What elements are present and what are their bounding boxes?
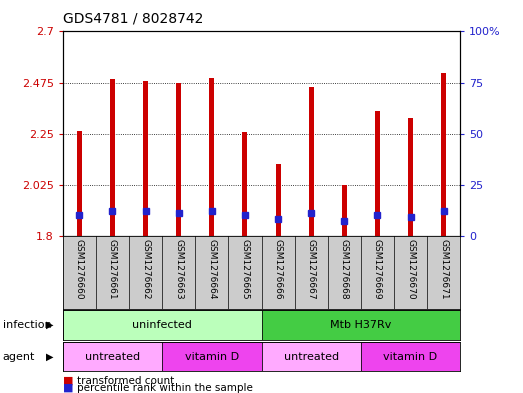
Text: GSM1276665: GSM1276665: [241, 239, 249, 300]
Text: GSM1276670: GSM1276670: [406, 239, 415, 300]
Text: GSM1276660: GSM1276660: [75, 239, 84, 300]
Text: GSM1276662: GSM1276662: [141, 239, 150, 300]
Bar: [441, 73, 446, 236]
Bar: [361, 342, 460, 371]
Text: transformed count: transformed count: [77, 376, 175, 386]
Text: untreated: untreated: [283, 352, 339, 362]
Bar: [309, 87, 314, 236]
Text: untreated: untreated: [85, 352, 140, 362]
Bar: [143, 81, 148, 236]
Text: GDS4781 / 8028742: GDS4781 / 8028742: [63, 12, 203, 26]
Text: GSM1276667: GSM1276667: [306, 239, 316, 300]
Bar: [110, 79, 115, 236]
Bar: [209, 78, 214, 236]
Bar: [276, 164, 280, 236]
Bar: [63, 310, 262, 340]
Bar: [176, 83, 181, 236]
Bar: [262, 310, 460, 340]
Text: ▶: ▶: [46, 320, 53, 330]
Text: infection: infection: [3, 320, 51, 330]
Bar: [262, 342, 361, 371]
Text: ■: ■: [63, 376, 73, 386]
Bar: [162, 342, 262, 371]
Bar: [342, 185, 347, 236]
Text: vitamin D: vitamin D: [185, 352, 239, 362]
Bar: [375, 111, 380, 236]
Bar: [63, 342, 162, 371]
Text: GSM1276664: GSM1276664: [207, 239, 217, 300]
Text: GSM1276666: GSM1276666: [274, 239, 282, 300]
Text: GSM1276661: GSM1276661: [108, 239, 117, 300]
Bar: [408, 118, 413, 236]
Text: GSM1276669: GSM1276669: [373, 239, 382, 300]
Text: uninfected: uninfected: [132, 320, 192, 330]
Text: ■: ■: [63, 383, 73, 393]
Text: Mtb H37Rv: Mtb H37Rv: [330, 320, 392, 330]
Bar: [243, 132, 247, 236]
Text: GSM1276671: GSM1276671: [439, 239, 448, 300]
Text: ▶: ▶: [46, 352, 53, 362]
Text: percentile rank within the sample: percentile rank within the sample: [77, 383, 253, 393]
Text: GSM1276668: GSM1276668: [340, 239, 349, 300]
Text: GSM1276663: GSM1276663: [174, 239, 183, 300]
Text: agent: agent: [3, 352, 35, 362]
Text: vitamin D: vitamin D: [383, 352, 438, 362]
Bar: [77, 131, 82, 236]
